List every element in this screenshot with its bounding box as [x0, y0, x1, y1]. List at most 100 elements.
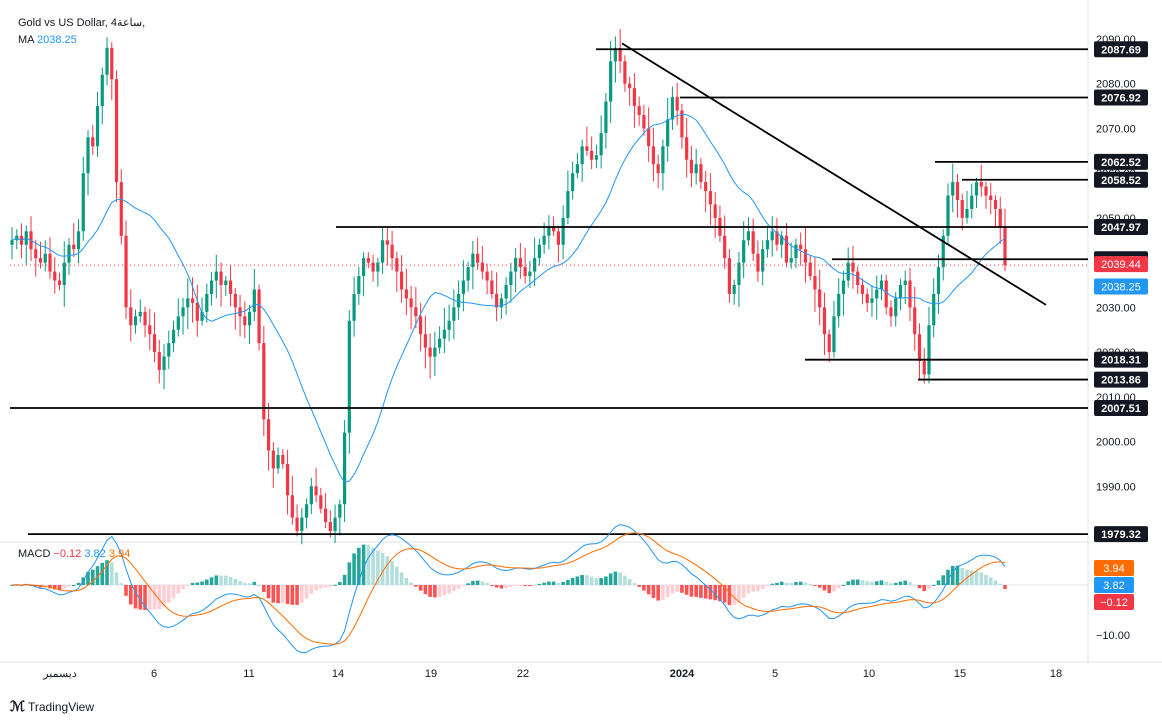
- candle-body: [114, 79, 119, 183]
- candle: [466, 261, 470, 292]
- macd-hist-bar: [385, 556, 390, 585]
- macd-hist-bar: [589, 576, 594, 585]
- candle: [295, 504, 299, 537]
- macd-hist-bar: [955, 565, 960, 585]
- candle: [238, 294, 242, 337]
- macd-hist-bar: [537, 583, 542, 585]
- candle-body: [628, 83, 632, 89]
- candle-body: [110, 47, 114, 80]
- macd-hist-bar: [708, 585, 713, 600]
- level-2018.31: 2018.31: [805, 351, 1148, 368]
- candle: [547, 215, 551, 250]
- macd-hist-bar: [509, 585, 513, 587]
- candle: [846, 247, 850, 288]
- candle-body: [452, 307, 456, 321]
- candle-body: [461, 280, 465, 294]
- macd-hist-bar: [257, 584, 261, 586]
- macd-hist-bar: [741, 585, 746, 598]
- candle-body: [143, 311, 147, 326]
- candle: [637, 96, 641, 126]
- level-badge-label: 2007.51: [1101, 403, 1141, 415]
- candle: [252, 268, 256, 322]
- macd-hist-bar: [10, 585, 14, 586]
- candle: [366, 252, 370, 269]
- tradingview-brand[interactable]: ℳ TradingView: [10, 698, 94, 715]
- candle-body: [100, 74, 104, 107]
- candle-body: [81, 173, 85, 232]
- macd-hist-bar: [423, 585, 428, 595]
- macd-hist-bar: [371, 547, 375, 585]
- candle-body: [675, 97, 679, 111]
- candle-body: [91, 137, 95, 147]
- candle-body: [528, 271, 532, 277]
- candle: [822, 292, 827, 356]
- candle-body: [685, 137, 689, 160]
- macd-hist-bar: [760, 585, 765, 589]
- candle: [666, 97, 670, 162]
- candle-body: [167, 343, 171, 357]
- candle-body: [908, 280, 912, 308]
- time-tick-label: 11: [243, 668, 254, 680]
- macd-hist-bar: [822, 585, 827, 591]
- candle-body: [157, 352, 161, 370]
- macd-hist-bar: [789, 582, 793, 585]
- candle-body: [799, 244, 803, 250]
- trendline: [621, 42, 1047, 306]
- legend-macd: MACD −0.12 3.82 3.94: [18, 548, 130, 560]
- macd-hist-bar: [404, 577, 409, 585]
- macd-hist-bar: [238, 581, 242, 585]
- candle: [609, 40, 613, 124]
- macd-hist-bar: [342, 574, 347, 585]
- macd-hist-bar: [323, 585, 328, 588]
- macd-hist-bar: [433, 585, 437, 598]
- candle: [100, 67, 104, 125]
- macd-hist-bar: [76, 582, 81, 585]
- macd-hist-bar: [998, 583, 1003, 585]
- candle-body: [979, 182, 983, 187]
- candle: [380, 227, 385, 274]
- candle: [285, 449, 290, 515]
- macd-signal-value: 3.94: [108, 548, 131, 560]
- candle-body: [537, 244, 541, 259]
- candle-body: [48, 253, 52, 272]
- candle: [903, 270, 907, 305]
- macd-hist-bar: [817, 585, 822, 588]
- candle-body: [889, 307, 893, 317]
- candle-body: [984, 186, 988, 196]
- candle: [908, 267, 912, 322]
- candle-body: [228, 280, 233, 294]
- candle: [57, 272, 62, 291]
- candle-body: [276, 455, 280, 469]
- candle: [884, 274, 888, 315]
- candle-body: [618, 47, 622, 62]
- candle-body: [575, 164, 579, 174]
- macd-hist-bar: [133, 585, 138, 609]
- macd-hist-bar: [922, 585, 927, 592]
- level-badge-label: 2013.86: [1101, 375, 1141, 387]
- macd-hist-bar: [300, 585, 304, 603]
- candle-body: [447, 320, 451, 330]
- candle: [761, 240, 765, 286]
- candle: [955, 174, 960, 218]
- brand-name: TradingView: [27, 699, 95, 714]
- macd-tick-label: −10.00: [1096, 630, 1130, 642]
- candle-body: [571, 173, 575, 192]
- candle: [803, 227, 808, 283]
- macd-hist-bar: [775, 582, 779, 585]
- legend-symbol: Gold vs US Dollar, 4ساعة,: [18, 16, 145, 29]
- macd-hist-bar: [936, 580, 941, 585]
- candle: [423, 315, 427, 369]
- time-tick-label: 19: [425, 668, 437, 680]
- candle: [599, 115, 603, 169]
- macd-hist-bar: [927, 585, 931, 589]
- macd-hist-bar: [694, 585, 698, 597]
- candle-body: [395, 258, 399, 272]
- macd-hist-bar: [889, 583, 893, 585]
- candle: [998, 196, 1002, 244]
- macd-hist-bar: [204, 579, 209, 585]
- candle: [219, 262, 223, 307]
- candle-body: [67, 244, 71, 263]
- level-badge: [1094, 41, 1148, 58]
- candle-body: [965, 208, 969, 218]
